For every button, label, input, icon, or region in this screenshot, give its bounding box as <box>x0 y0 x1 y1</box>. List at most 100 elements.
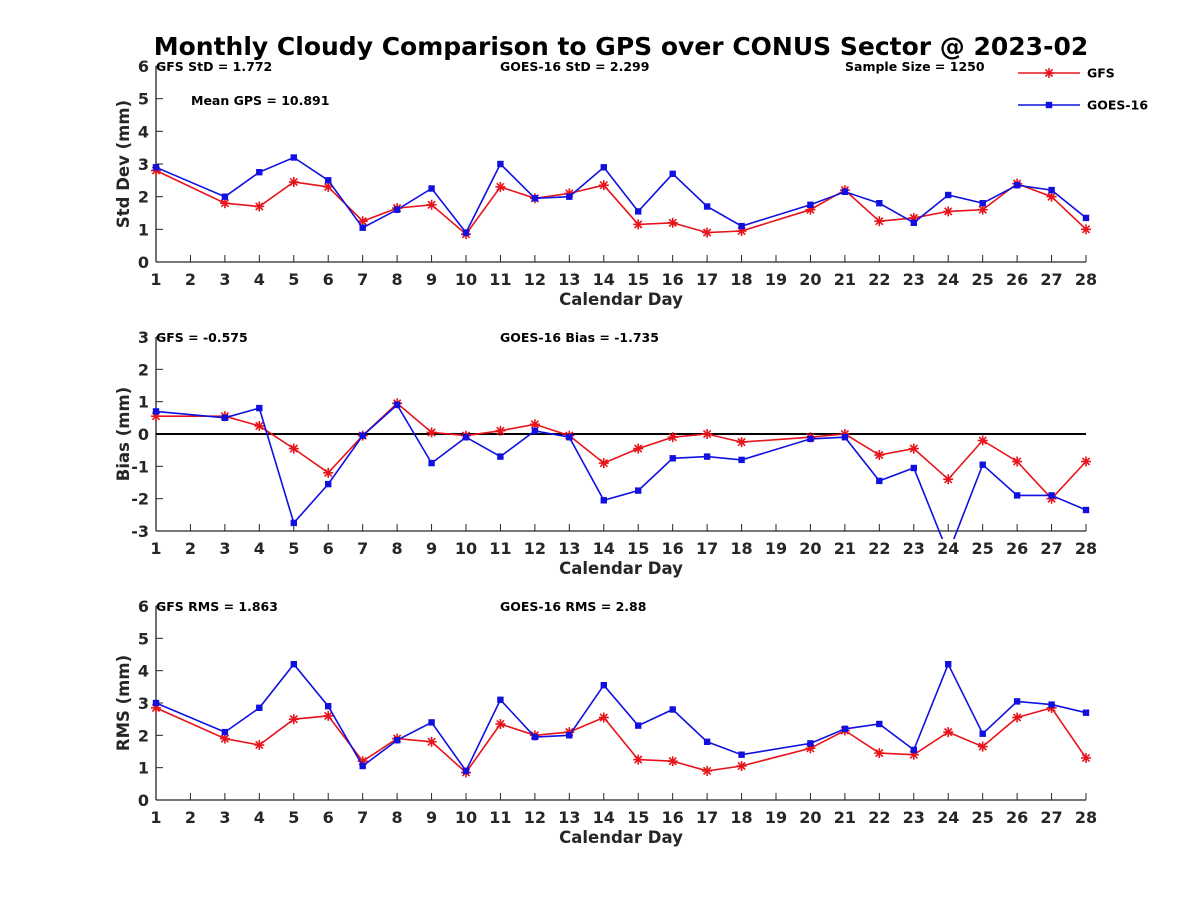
data-point-gfs <box>288 714 299 725</box>
data-point-goes16 <box>669 170 676 177</box>
data-point-goes16 <box>910 746 917 754</box>
data-point-goes16 <box>462 229 470 236</box>
y-tick-label: 3 <box>138 694 149 713</box>
data-point-goes16 <box>393 737 401 744</box>
x-tick-label: 1 <box>150 270 161 289</box>
y-tick-label: -3 <box>131 522 149 541</box>
y-tick-label: 0 <box>138 791 149 810</box>
x-tick-label: 5 <box>288 539 299 558</box>
data-point-gfs <box>426 199 437 210</box>
y-tick-label: 5 <box>138 90 149 109</box>
marker-stroke <box>668 218 677 227</box>
data-point-gfs <box>1046 191 1057 202</box>
data-point-goes16 <box>1082 506 1090 514</box>
data-point-goes16 <box>979 200 986 207</box>
x-tick-label: 4 <box>254 270 265 289</box>
data-point-gfs <box>977 741 988 752</box>
marker-stroke <box>1044 68 1054 78</box>
y-tick-label: -1 <box>131 457 149 476</box>
x-tick-label: 21 <box>834 808 856 827</box>
data-point-goes16 <box>428 185 435 192</box>
x-tick-label: 14 <box>593 539 615 558</box>
data-point-goes16 <box>428 459 435 467</box>
data-point-gfs <box>288 177 299 187</box>
data-point-goes16 <box>635 208 642 215</box>
stat-annotation: GOES-16 Bias = -1.735 <box>500 330 659 345</box>
x-tick-label: 26 <box>1006 808 1028 827</box>
panel-1: 1 2 3 4 5 6 7 8 9 10 11 12 13 14 15 16 17 18 19 20 21 22 23 24 2… <box>114 57 1097 309</box>
x-tick-label: 28 <box>1075 808 1097 827</box>
marker-stroke <box>634 755 643 764</box>
legend-label: GOES-16 <box>1087 98 1148 113</box>
y-tick-label: 2 <box>138 726 149 745</box>
marker-stroke <box>324 468 333 477</box>
marker-stroke <box>289 444 298 453</box>
data-point-goes16 <box>152 699 160 707</box>
data-point-goes16 <box>290 154 297 161</box>
y-tick-label: 1 <box>138 393 149 412</box>
x-tick-label: 14 <box>593 270 615 289</box>
data-point-gfs <box>874 748 885 759</box>
x-tick-label: 13 <box>558 539 580 558</box>
x-tick-label: 8 <box>392 808 403 827</box>
marker-stroke <box>496 426 505 435</box>
data-point-goes16 <box>738 456 745 464</box>
marker-stroke <box>220 199 230 208</box>
data-point-goes16 <box>152 164 160 171</box>
x-tick-label: 16 <box>662 808 684 827</box>
data-point-goes16 <box>841 434 849 441</box>
marker-stroke <box>1081 457 1091 466</box>
data-point-goes16 <box>600 682 607 689</box>
data-point-gfs <box>667 756 678 767</box>
data-point-gfs <box>254 420 265 431</box>
x-tick-label: 15 <box>627 270 649 289</box>
x-tick-label: 3 <box>219 270 230 289</box>
y-tick-label: 3 <box>138 328 149 347</box>
marker-stroke <box>702 766 712 776</box>
data-point-gfs <box>633 754 644 765</box>
data-point-goes16 <box>428 719 435 726</box>
data-point-goes16 <box>738 751 745 758</box>
y-axis-label: Std Dev (mm) <box>114 100 133 228</box>
marker-stroke <box>702 429 712 439</box>
x-tick-label: 9 <box>426 539 437 558</box>
x-tick-label: 12 <box>524 808 546 827</box>
x-tick-label: 2 <box>185 270 196 289</box>
x-tick-label: 25 <box>972 808 994 827</box>
x-axis-label: Calendar Day <box>559 559 683 578</box>
data-point-gfs <box>598 712 609 723</box>
x-tick-label: 10 <box>455 270 477 289</box>
data-point-goes16 <box>497 696 504 703</box>
marker-stroke <box>289 177 298 187</box>
data-point-goes16 <box>325 480 332 488</box>
data-point-goes16 <box>600 497 607 504</box>
data-point-goes16 <box>669 455 676 462</box>
x-tick-label: 7 <box>357 539 368 558</box>
marker-stroke <box>978 205 987 214</box>
marker-stroke <box>875 748 884 758</box>
data-point-gfs <box>977 435 988 446</box>
legend: GFS GOES-16 <box>1018 66 1148 113</box>
data-point-gfs <box>874 450 885 460</box>
data-point-gfs <box>1081 224 1091 235</box>
legend-marker-square <box>1045 101 1053 109</box>
y-tick-label: 0 <box>138 425 149 444</box>
marker-stroke <box>289 715 298 724</box>
data-point-gfs <box>702 765 713 776</box>
marker-stroke <box>599 458 608 468</box>
x-tick-label: 18 <box>730 270 752 289</box>
marker-stroke <box>427 428 436 437</box>
data-point-gfs <box>943 727 954 738</box>
data-point-goes16 <box>393 206 401 213</box>
x-tick-label: 17 <box>696 270 718 289</box>
marker-stroke <box>324 711 333 721</box>
data-point-goes16 <box>635 722 642 729</box>
marker-stroke <box>737 437 746 447</box>
marker-stroke <box>427 737 436 746</box>
x-tick-label: 23 <box>903 539 925 558</box>
y-tick-label: 1 <box>138 759 149 778</box>
x-tick-label: 1 <box>150 808 161 827</box>
data-point-gfs <box>633 219 644 230</box>
x-tick-label: 10 <box>455 539 477 558</box>
y-tick-label: 6 <box>138 57 149 76</box>
